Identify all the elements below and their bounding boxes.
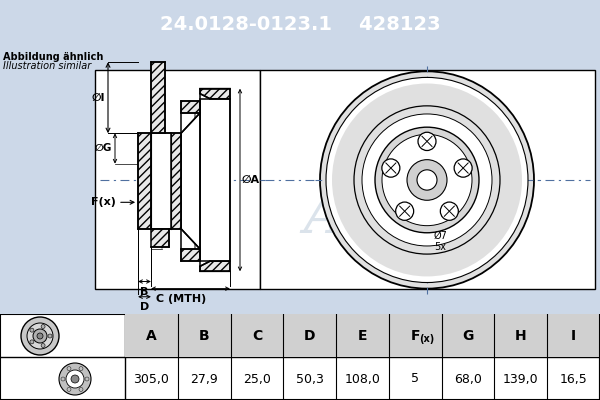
Text: 68,0: 68,0	[454, 372, 482, 386]
Circle shape	[79, 387, 83, 391]
Polygon shape	[151, 133, 171, 229]
Text: F(x): F(x)	[91, 197, 116, 207]
Text: 27,9: 27,9	[190, 372, 218, 386]
Text: 24.0128-0123.1    428123: 24.0128-0123.1 428123	[160, 16, 440, 34]
Polygon shape	[171, 133, 181, 229]
Polygon shape	[151, 229, 169, 247]
Circle shape	[362, 114, 492, 246]
Circle shape	[407, 160, 447, 200]
Text: 25,0: 25,0	[243, 372, 271, 386]
Circle shape	[382, 134, 472, 226]
Circle shape	[21, 317, 59, 355]
Text: D: D	[304, 329, 316, 343]
Circle shape	[395, 202, 413, 220]
Polygon shape	[200, 99, 230, 261]
Text: G: G	[463, 329, 474, 343]
Text: Ø7: Ø7	[434, 231, 448, 241]
Text: 5: 5	[411, 372, 419, 386]
Circle shape	[354, 106, 500, 254]
Text: B: B	[199, 329, 209, 343]
Polygon shape	[200, 261, 230, 271]
Circle shape	[79, 367, 83, 371]
Circle shape	[418, 132, 436, 150]
Text: Illustration similar: Illustration similar	[3, 61, 91, 71]
Text: E: E	[358, 329, 367, 343]
Circle shape	[59, 363, 91, 395]
Text: I: I	[571, 329, 576, 343]
Bar	[95, 70, 260, 289]
Text: A: A	[146, 329, 157, 343]
Circle shape	[67, 367, 71, 371]
Polygon shape	[200, 88, 230, 99]
Circle shape	[41, 324, 45, 328]
Circle shape	[61, 377, 65, 381]
Circle shape	[67, 387, 71, 391]
Text: 139,0: 139,0	[503, 372, 539, 386]
Text: 50,3: 50,3	[296, 372, 323, 386]
Polygon shape	[151, 62, 165, 133]
Circle shape	[30, 328, 34, 332]
Text: (x): (x)	[419, 334, 434, 344]
Circle shape	[332, 84, 522, 276]
Text: 305,0: 305,0	[133, 372, 169, 386]
Polygon shape	[181, 249, 200, 261]
Text: Ate: Ate	[304, 190, 406, 245]
Polygon shape	[181, 113, 200, 249]
Text: C (MTH): C (MTH)	[156, 294, 206, 304]
Text: D: D	[140, 302, 149, 312]
Circle shape	[48, 334, 52, 338]
Text: ∅H: ∅H	[185, 176, 205, 186]
Circle shape	[41, 344, 45, 348]
Text: 16,5: 16,5	[560, 372, 587, 386]
Circle shape	[66, 370, 84, 388]
Polygon shape	[138, 133, 151, 229]
Circle shape	[33, 329, 47, 343]
Circle shape	[85, 377, 89, 381]
Circle shape	[37, 333, 43, 339]
Circle shape	[454, 159, 472, 177]
Circle shape	[30, 340, 34, 344]
Text: C: C	[252, 329, 262, 343]
Circle shape	[417, 170, 437, 190]
Circle shape	[320, 71, 534, 289]
Circle shape	[326, 78, 528, 282]
Text: ∅I: ∅I	[91, 93, 105, 103]
Circle shape	[71, 375, 79, 383]
Text: ∅G: ∅G	[95, 144, 112, 154]
Bar	[125, 314, 600, 357]
Text: 5x: 5x	[434, 242, 446, 252]
Text: ∅E: ∅E	[154, 176, 170, 186]
Text: ∅A: ∅A	[242, 175, 260, 185]
Text: 108,0: 108,0	[344, 372, 380, 386]
Polygon shape	[181, 101, 200, 113]
Circle shape	[440, 202, 458, 220]
Text: Abbildung ähnlich: Abbildung ähnlich	[3, 52, 103, 62]
Circle shape	[382, 159, 400, 177]
Text: H: H	[515, 329, 527, 343]
Text: F: F	[410, 329, 420, 343]
Text: B: B	[140, 286, 149, 296]
Bar	[260, 70, 595, 289]
Circle shape	[27, 323, 53, 349]
Circle shape	[375, 127, 479, 233]
